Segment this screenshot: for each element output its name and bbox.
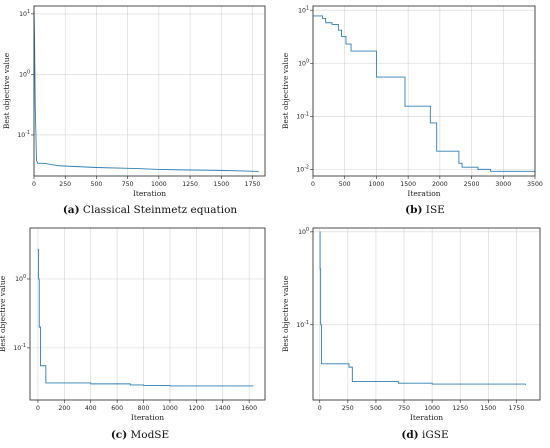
caption-d-text: iGSE [422,429,449,441]
series-line-b-0 [313,15,536,172]
x-axis-label-d: Iteration [410,413,443,422]
x-axis-label-b: Iteration [407,189,440,198]
caption-c-tag: (c) [110,429,128,441]
caption-a: (a) Classical Steinmetz equation [40,204,260,216]
chart-svg-a: 0 250 500 750 1000 1250 1500 1750 101 100 10-1 Iter… [2,5,266,198]
x-tick-label-a-6: 1500 [213,181,229,188]
x-tick-label-c-1: 200 [58,405,70,412]
caption-d: (d) iGSE [315,429,535,441]
x-tick-label-b-2: 1000 [369,181,385,188]
x-tick-label-d-3: 750 [398,405,410,412]
x-tick-label-c-0: 0 [36,405,40,412]
x-tick-label-a-0: 0 [32,181,36,188]
y-tick-label-b-0: 101 [298,5,309,14]
x-tick-label-a-1: 250 [59,181,71,188]
x-tick-label-a-7: 1750 [245,181,261,188]
chart-svg-b: 0 500 1000 1500 2000 2500 3000 3500 101 100 10-1 10… [281,5,543,198]
y-axis-label-a: Best objective value [2,52,11,129]
x-tick-label-d-2: 500 [370,405,382,412]
plot-frame-c [29,227,266,401]
caption-b-text: ISE [425,204,445,216]
x-tick-label-d-0: 0 [318,405,322,412]
x-tick-label-a-2: 500 [91,181,103,188]
plot-frame-d [312,227,541,401]
x-tick-label-c-4: 800 [138,405,150,412]
y-tick-label-b-2: 10-1 [296,112,309,121]
grid-d [313,228,540,400]
x-tick-label-a-4: 1000 [151,181,167,188]
x-tick-label-d-1: 250 [342,405,354,412]
x-tick-label-d-5: 1250 [452,405,468,412]
x-tick-label-b-0: 0 [311,181,315,188]
x-tick-label-b-4: 2000 [432,181,448,188]
x-tick-label-c-7: 1400 [215,405,231,412]
y-tick-label-c-0: 100 [15,274,26,283]
x-tick-label-c-3: 600 [111,405,123,412]
x-tick-label-d-4: 1000 [424,405,440,412]
x-tick-label-a-3: 750 [122,181,134,188]
chart-svg-c: 0 200 400 600 800 1000 1200 1400 1600 100 10-1 Iter… [0,227,266,422]
x-axis-label-a: Iteration [133,189,166,198]
x-tick-label-b-1: 500 [339,181,351,188]
chart-panel-b: 0 500 1000 1500 2000 2500 3000 3500 101 100 10-1 10… [275,0,550,220]
chart-svg-d: 0 250 500 750 1000 1250 1500 1750 100 10-1 Iterati… [281,227,541,422]
x-tick-label-a-5: 1250 [182,181,198,188]
y-axis-label-c: Best objective value [0,275,7,352]
grid-a [33,6,265,176]
caption-b: (b) ISE [315,204,535,216]
y-tick-label-b-1: 100 [298,58,309,67]
y-tick-label-c-1: 10-1 [13,343,26,352]
series-line-d-0 [319,231,526,385]
x-tick-label-b-6: 3000 [495,181,511,188]
chart-panel-d: 0 250 500 750 1000 1250 1500 1750 100 10-1 Iterati… [275,224,550,424]
y-tick-label-a-1: 100 [19,70,30,79]
x-tick-label-c-5: 1000 [162,405,178,412]
plot-frame-a [33,5,266,177]
grid-c [30,228,265,400]
caption-c-text: ModSE [130,429,170,441]
caption-b-tag: (b) [405,204,423,216]
y-axis-label-b: Best objective value [281,52,290,129]
chart-panel-c: 0 200 400 600 800 1000 1200 1400 1600 100 10-1 Iter… [0,224,275,424]
y-tick-label-a-0: 101 [19,9,30,18]
x-tick-label-c-8: 1600 [241,405,257,412]
series-line-c-0 [37,248,254,387]
caption-a-tag: (a) [62,204,80,216]
plot-frame-b [312,5,536,177]
x-tick-label-d-7: 1750 [509,405,525,412]
x-tick-label-b-7: 3500 [527,181,543,188]
caption-d-tag: (d) [401,429,419,441]
y-tick-label-d-0: 100 [298,227,309,236]
grid-b [312,6,536,176]
caption-a-text: Classical Steinmetz equation [82,204,238,216]
x-tick-label-d-6: 1500 [480,405,496,412]
y-axis-label-d: Best objective value [281,275,290,352]
x-axis-label-c: Iteration [131,413,164,422]
y-tick-label-a-2: 10-1 [17,130,30,139]
x-tick-label-c-6: 1200 [188,405,204,412]
caption-c: (c) ModSE [30,429,250,441]
x-tick-label-c-2: 400 [85,405,97,412]
y-tick-label-b-3: 10-2 [296,165,309,174]
y-tick-label-d-1: 10-1 [296,320,309,329]
x-tick-label-b-5: 2500 [464,181,480,188]
x-tick-label-b-3: 1500 [400,181,416,188]
chart-panel-a: 0 250 500 750 1000 1250 1500 1750 101 100 10-1 Iter… [0,0,275,220]
series-line-a-0 [33,10,259,172]
